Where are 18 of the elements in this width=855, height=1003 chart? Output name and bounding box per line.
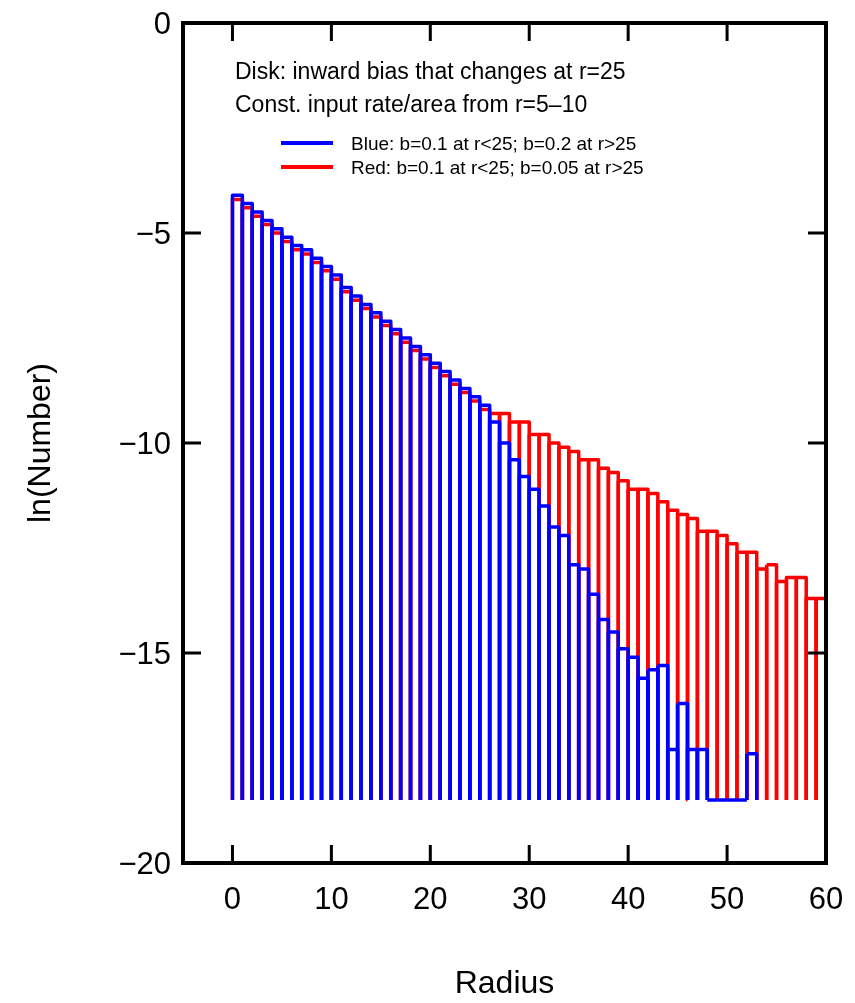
x-tick-label: 50 [709, 881, 745, 916]
legend-label: Blue: b=0.1 at r<25; b=0.2 at r>25 [351, 132, 637, 154]
annotation: Const. input rate/area from r=5–10 [235, 91, 588, 117]
annotation: Disk: inward bias that changes at r=25 [235, 58, 626, 84]
x-axis-title: Radius [454, 964, 555, 1000]
y-axis-title: ln(Number) [21, 362, 57, 524]
y-tick-label: −10 [118, 426, 171, 462]
x-tick-label: 30 [511, 881, 547, 916]
y-tick-label: −20 [118, 846, 171, 882]
x-tick-label: 20 [413, 881, 448, 916]
x-tick-label: 10 [314, 881, 349, 916]
y-tick-label: −5 [135, 216, 171, 252]
y-tick-label: 0 [153, 6, 171, 42]
legend-label: Red: b=0.1 at r<25; b=0.05 at r>25 [351, 156, 644, 178]
x-tick-label: 0 [223, 881, 242, 916]
x-tick-label: 40 [610, 881, 646, 916]
x-tick-label: 60 [808, 881, 844, 916]
y-tick-label: −15 [118, 636, 171, 672]
